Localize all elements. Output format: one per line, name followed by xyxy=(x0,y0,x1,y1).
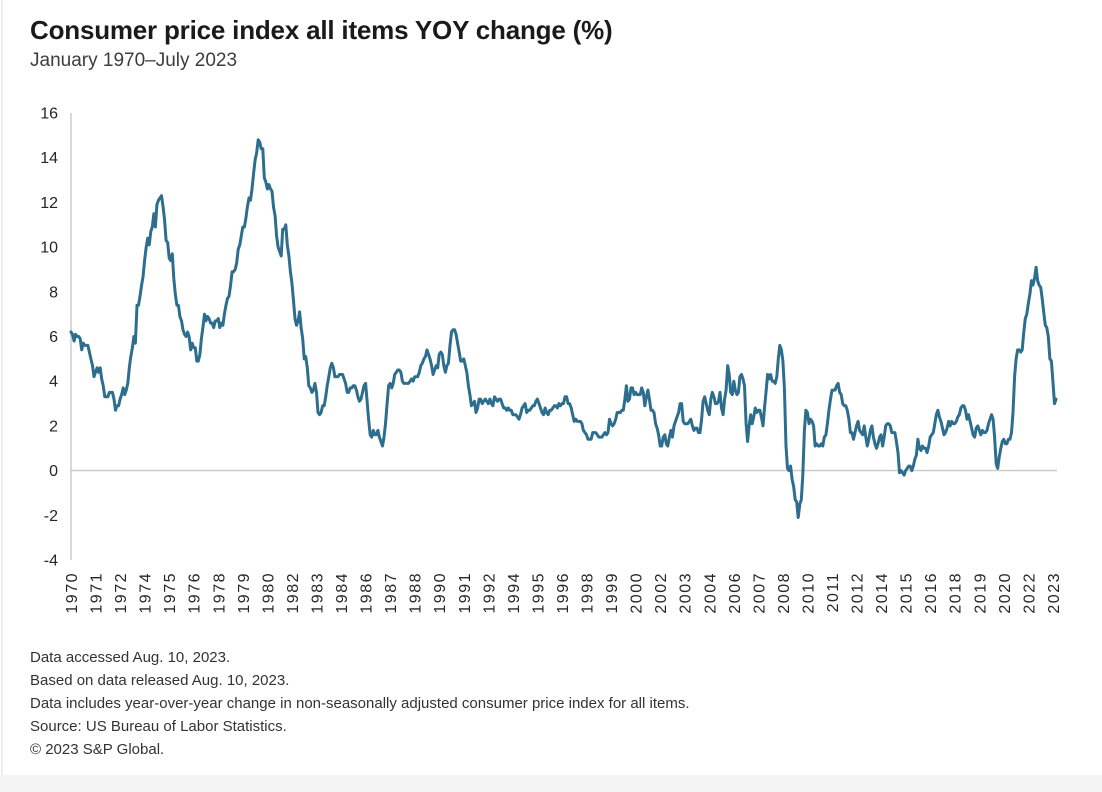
page-left-edge xyxy=(1,0,3,792)
chart-subtitle: January 1970–July 2023 xyxy=(30,50,238,71)
x-tick-label: 1975 xyxy=(162,572,179,614)
y-tick-label: 16 xyxy=(40,106,58,123)
x-tick-label: 1984 xyxy=(334,572,351,614)
x-tick-label: 2006 xyxy=(727,572,744,614)
y-tick-label: 14 xyxy=(40,150,58,167)
footnote-data-includes: Data includes year-over-year change in n… xyxy=(30,695,690,712)
x-tick-label: 1976 xyxy=(187,572,204,614)
x-tick-label: 1972 xyxy=(113,572,130,614)
x-tick-label: 2022 xyxy=(1021,572,1038,614)
x-tick-label: 2011 xyxy=(825,572,842,612)
x-tick-label: 2004 xyxy=(702,572,719,614)
y-tick-label: 0 xyxy=(49,463,58,480)
y-tick-label: -2 xyxy=(44,508,58,525)
x-tick-label: 1992 xyxy=(481,572,498,614)
x-tick-label: 1991 xyxy=(457,572,474,614)
x-tick-label: 1986 xyxy=(359,572,376,614)
chart-title: Consumer price index all items YOY chang… xyxy=(30,15,613,45)
x-tick-label: 2012 xyxy=(850,572,867,614)
x-tick-label: 2014 xyxy=(874,572,891,614)
x-tick-label: 1980 xyxy=(260,572,277,614)
y-tick-label: 2 xyxy=(49,418,58,435)
x-tick-label: 2003 xyxy=(678,572,695,614)
x-tick-label: 2023 xyxy=(1046,572,1063,614)
x-tick-label: 2016 xyxy=(923,572,940,614)
y-tick-label: 4 xyxy=(49,374,58,391)
y-tick-label: 8 xyxy=(49,284,58,301)
x-tick-label: 1970 xyxy=(64,572,81,614)
footnote-source: Source: US Bureau of Labor Statistics. xyxy=(30,718,287,735)
x-tick-label: 1982 xyxy=(285,572,302,614)
x-tick-label: 1999 xyxy=(604,572,621,614)
x-tick-label: 2008 xyxy=(776,572,793,614)
x-tick-label: 1983 xyxy=(309,572,326,614)
x-tick-label: 1979 xyxy=(236,572,253,614)
x-tick-label: 1971 xyxy=(89,572,106,614)
x-tick-label: 2019 xyxy=(972,572,989,614)
footnote-data-accessed: Data accessed Aug. 10, 2023. xyxy=(30,649,231,666)
x-tick-label: 1998 xyxy=(580,572,597,614)
footnote-copyright: © 2023 S&P Global. xyxy=(30,741,165,758)
x-tick-label: 2015 xyxy=(899,572,916,614)
page-bottom-strip xyxy=(0,775,1102,792)
x-tick-label: 1987 xyxy=(383,572,400,614)
x-tick-label: 1996 xyxy=(555,572,572,614)
x-tick-label: 2018 xyxy=(948,572,965,614)
x-tick-label: 1995 xyxy=(530,572,547,614)
x-tick-label: 1978 xyxy=(211,572,228,614)
y-tick-label: 12 xyxy=(40,195,58,212)
x-tick-label: 1994 xyxy=(506,572,523,614)
x-tick-label: 1990 xyxy=(432,572,449,614)
x-tick-label: 2020 xyxy=(997,572,1014,614)
footnote-data-released: Based on data released Aug. 10, 2023. xyxy=(30,672,290,689)
y-tick-label: -4 xyxy=(44,553,58,570)
x-tick-label: 2002 xyxy=(653,572,670,614)
x-tick-label: 1988 xyxy=(408,572,425,614)
x-tick-label: 2007 xyxy=(751,572,768,614)
x-tick-label: 2010 xyxy=(800,572,817,614)
y-tick-label: 6 xyxy=(49,329,58,346)
chart-footnotes: Data accessed Aug. 10, 2023. Based on da… xyxy=(30,646,690,761)
cpi-series-line xyxy=(69,138,1058,519)
x-tick-label: 2000 xyxy=(629,572,646,614)
y-tick-label: 10 xyxy=(40,240,58,257)
x-tick-label: 1974 xyxy=(138,572,155,614)
